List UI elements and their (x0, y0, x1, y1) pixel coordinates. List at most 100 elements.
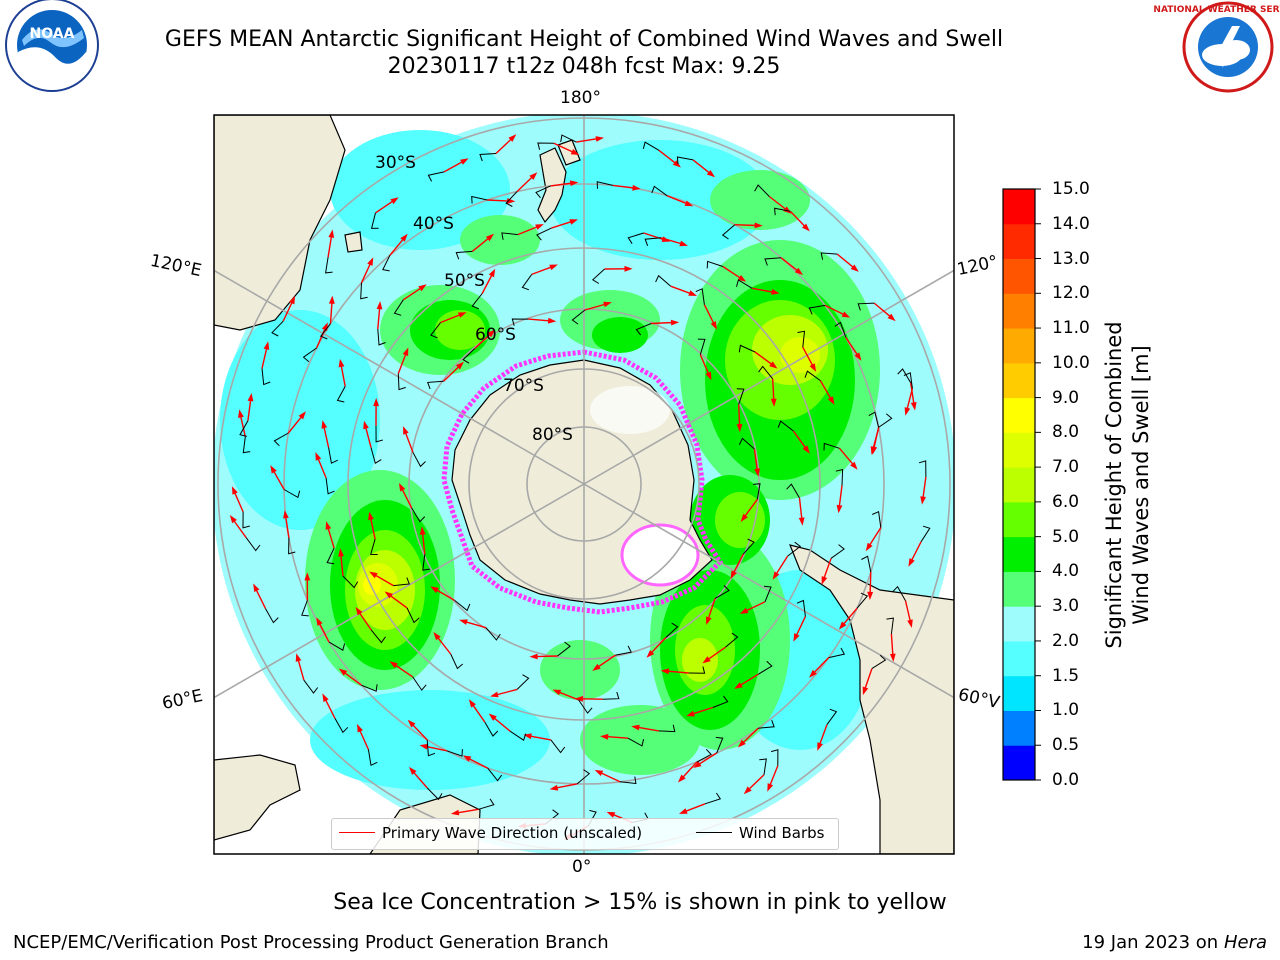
wave-direction-arrow (789, 210, 807, 228)
wave-arrow-head (736, 424, 743, 433)
wave-arrow-head (485, 233, 494, 242)
colorbar-tick-label: 4.0 (1052, 561, 1080, 582)
wave-direction-arrow (707, 598, 716, 620)
wave-arrow-head (809, 669, 817, 678)
wind-barb (758, 720, 775, 729)
wave-direction-arrow (471, 237, 490, 252)
wave-arrow-head (450, 809, 460, 816)
wave-arrow-head (737, 275, 747, 282)
wind-barb (759, 758, 767, 775)
wave-arrow-head (624, 265, 633, 272)
wind-barb (406, 607, 420, 624)
wave-arrow-head (409, 766, 417, 775)
colorbar-tick-label: 7.0 (1052, 457, 1080, 478)
wind-barb (688, 666, 706, 674)
wind-barb (903, 372, 913, 389)
wave-arrow-head (458, 312, 467, 318)
wind-barb (758, 365, 774, 380)
vector-field (229, 134, 931, 840)
wave-arrow-head (867, 591, 874, 600)
wave-arrow-head (569, 219, 578, 225)
wave-direction-arrow (401, 487, 413, 509)
wave-direction-arrow (287, 415, 303, 434)
wave-arrow-head (865, 542, 873, 552)
wave-direction-arrow (775, 555, 789, 576)
wave-arrow-head (754, 222, 763, 229)
wind-barb (370, 212, 379, 229)
wind-barb (591, 268, 605, 284)
wave-direction-arrow (842, 607, 858, 626)
colorbar-tick-label: 9.0 (1052, 387, 1080, 408)
wind-barb (342, 575, 359, 589)
wave-direction-arrow (922, 476, 927, 499)
wind-barb (697, 338, 706, 355)
wave-arrow-head (705, 371, 712, 381)
wave-direction-arrow (753, 448, 759, 471)
wave-arrow-head (632, 184, 641, 191)
wind-barb (336, 386, 346, 403)
wind-barb (377, 328, 386, 346)
wind-barb (918, 460, 927, 477)
wave-arrow-head (373, 397, 379, 407)
wave-arrow-head (384, 591, 393, 599)
wave-arrow-head (325, 521, 332, 530)
wave-direction-arrow (404, 431, 414, 453)
wave-direction-arrow (443, 160, 464, 173)
nws-logo: NATIONAL WEATHER SERVICE (1153, 1, 1280, 93)
wave-arrow-head (389, 661, 398, 669)
noaa-logo-text: NOAA (30, 26, 75, 42)
wave-direction-arrow (692, 159, 711, 175)
wind-barb (721, 224, 736, 240)
wave-direction-arrow (699, 354, 710, 376)
colorbar-segment (1003, 640, 1035, 677)
wave-direction-arrow (323, 425, 330, 448)
wave-direction-arrow (412, 770, 428, 789)
wave-direction-arrow (495, 137, 513, 155)
wave-direction-arrow (247, 398, 252, 421)
wave-direction-arrow (772, 378, 775, 401)
lat-label-80s: 80°S (532, 425, 573, 445)
colorbar-tick-label: 5.0 (1052, 526, 1080, 547)
wind-barb (857, 302, 875, 311)
wind-barb (695, 288, 705, 305)
wave-arrow-head (772, 571, 780, 580)
wave-direction-arrow (584, 303, 607, 311)
wind-barb (245, 537, 261, 552)
wave-arrow-head (706, 170, 715, 178)
wave-arrow-head (592, 663, 601, 671)
colorbar-segment (1003, 293, 1035, 329)
wave-arrow-head (508, 134, 517, 142)
wind-barb (602, 691, 620, 700)
wind-barb (571, 309, 586, 325)
wind-barb (764, 585, 772, 602)
colorbar-segment (1003, 501, 1035, 538)
legend-wave-label: Primary Wave Direction (unscaled) (382, 824, 643, 842)
colorbar-title-line1: Significant Height of Combined (1102, 321, 1126, 649)
wind-barb (505, 191, 518, 207)
wave-direction-arrow (464, 620, 487, 629)
colorbar-segment (1003, 675, 1035, 711)
colorbar-segment (1003, 362, 1035, 399)
wind-barb (804, 370, 821, 382)
wave-arrow-head (399, 483, 406, 492)
wave-arrow-head (569, 180, 579, 187)
wave-arrow-head (739, 607, 749, 614)
wave-arrow-head (679, 240, 688, 247)
ice-shelf (620, 523, 700, 587)
wave-direction-arrow (734, 224, 757, 227)
wave-direction-arrow (317, 457, 327, 479)
wind-barb (828, 647, 846, 659)
wind-barb (261, 368, 271, 386)
wave-direction-arrow (551, 220, 573, 229)
wave-arrow-head (407, 719, 416, 728)
wave-direction-arrow (329, 301, 333, 324)
wave-direction-arrow (910, 382, 915, 405)
wave-arrow-head (270, 465, 277, 474)
wind-barb (450, 653, 464, 670)
wave-arrow-head (821, 576, 828, 585)
legend-wind-line (696, 832, 732, 833)
wind-barb (283, 489, 301, 499)
wave-arrow-head (529, 172, 538, 180)
wind-barb (752, 483, 761, 500)
wave-direction-arrow (754, 351, 774, 366)
